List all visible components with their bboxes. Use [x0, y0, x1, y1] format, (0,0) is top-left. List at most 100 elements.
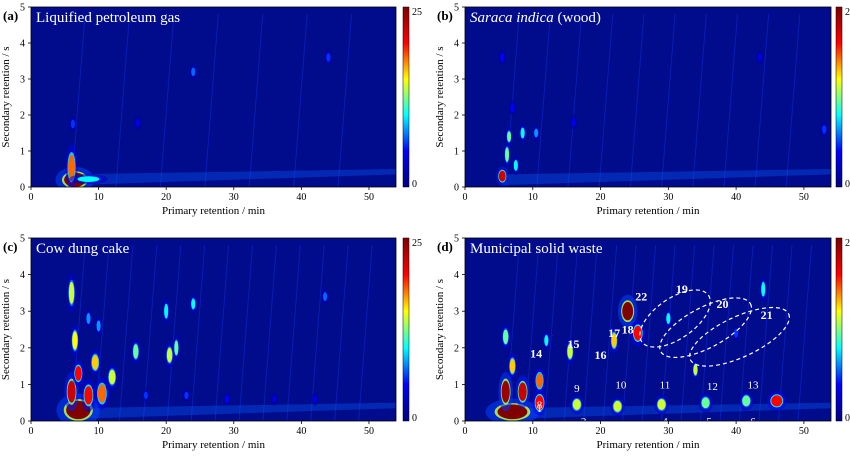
peak-core — [613, 400, 622, 412]
background-streak — [248, 14, 264, 187]
peak — [311, 392, 319, 406]
peak — [172, 334, 180, 361]
peak — [498, 49, 506, 66]
peak — [65, 144, 78, 187]
background-streak — [754, 14, 770, 187]
peak-core — [520, 127, 525, 139]
peak-core — [323, 292, 328, 301]
y-tick-label: 0 — [454, 183, 459, 194]
peak-core — [96, 320, 101, 332]
peak-annotation: 14 — [530, 346, 542, 360]
y-tick-label: 4 — [454, 270, 459, 281]
colorbar-min-label: 0 — [412, 179, 417, 190]
panel-label: (d) — [437, 239, 453, 254]
peak-core — [504, 147, 510, 162]
x-tick-label: 30 — [663, 426, 673, 437]
peak-core — [184, 391, 189, 400]
peak-core — [500, 53, 505, 62]
peak-core — [536, 373, 543, 389]
peak-core — [164, 303, 169, 319]
x-tick-label: 50 — [364, 426, 374, 437]
peak-core — [133, 344, 139, 359]
x-axis-label: Primary retention / min — [162, 439, 265, 451]
panel-label: (b) — [437, 8, 453, 23]
x-tick-label: 10 — [528, 426, 538, 437]
peak-core — [501, 380, 510, 403]
y-tick-label: 2 — [454, 111, 459, 122]
peak-core — [822, 125, 827, 134]
peak — [66, 273, 77, 313]
peak — [569, 394, 585, 415]
colorbar-min-label: 0 — [412, 413, 417, 424]
peak — [532, 389, 547, 416]
peak — [515, 375, 530, 409]
peak-annotation: 5 — [706, 416, 712, 428]
peak — [94, 377, 110, 411]
background-streak — [680, 245, 696, 421]
peak — [617, 294, 638, 328]
y-axis-label: Secondary retention / s — [0, 46, 12, 147]
background-streak — [118, 245, 134, 421]
peak-annotation: 13 — [748, 379, 760, 391]
peak — [569, 114, 578, 130]
x-tick-label: 40 — [296, 192, 306, 203]
peak-core — [272, 395, 277, 403]
peak-annotation: 6 — [750, 416, 756, 428]
peak — [508, 100, 517, 116]
background-streak — [544, 245, 559, 421]
colorbar-max-label: 25 — [845, 7, 850, 18]
peak-core — [174, 340, 179, 356]
peak-core — [757, 53, 762, 62]
panel-label: (c) — [3, 239, 17, 254]
background-streak — [602, 245, 618, 421]
peak — [691, 359, 700, 380]
plot-area — [56, 245, 396, 421]
colorbar-min-label: 0 — [845, 179, 850, 190]
peak-core — [567, 344, 573, 359]
x-tick-label: 10 — [528, 192, 538, 203]
peak-core — [326, 53, 331, 62]
peak-annotation: 18 — [622, 323, 634, 337]
peak-core — [761, 281, 766, 297]
background-streak — [190, 245, 206, 421]
peak — [81, 378, 96, 412]
peak-core — [135, 118, 140, 128]
peak-core — [312, 395, 317, 403]
peak-core — [67, 380, 76, 403]
peak-annotation: 9 — [574, 383, 580, 395]
background-streak — [358, 245, 373, 421]
y-tick-label: 5 — [454, 234, 459, 245]
peak — [94, 315, 103, 336]
panel-title: Municipal solid waste — [470, 241, 603, 257]
peak-core — [166, 347, 173, 363]
background-streak — [238, 245, 253, 421]
x-tick-label: 10 — [94, 192, 104, 203]
peak-core — [77, 176, 100, 182]
y-tick-label: 5 — [454, 3, 459, 14]
background-streak — [293, 14, 308, 187]
y-tick-label: 3 — [454, 75, 459, 86]
x-tick-label: 0 — [463, 426, 468, 437]
panel-title-rest: (wood) — [554, 10, 601, 26]
peak — [130, 338, 141, 365]
colorbar — [835, 237, 843, 422]
peak-core — [633, 325, 642, 341]
peak — [72, 360, 85, 387]
peak-core — [498, 170, 506, 182]
x-tick-label: 30 — [229, 192, 239, 203]
peak-core — [571, 117, 576, 127]
background-streak — [723, 14, 738, 187]
peak-core — [91, 355, 99, 370]
x-tick-label: 10 — [94, 426, 104, 437]
peak-core — [666, 313, 671, 325]
y-axis-label: Secondary retention / s — [434, 279, 446, 380]
peak — [189, 293, 197, 314]
x-tick-label: 20 — [596, 426, 606, 437]
background-streak — [563, 245, 579, 421]
background-streak — [661, 245, 676, 421]
peak — [189, 64, 197, 80]
y-tick-label: 1 — [20, 147, 25, 158]
x-axis-label: Primary retention / min — [597, 205, 700, 217]
panel-label: (a) — [3, 8, 18, 23]
